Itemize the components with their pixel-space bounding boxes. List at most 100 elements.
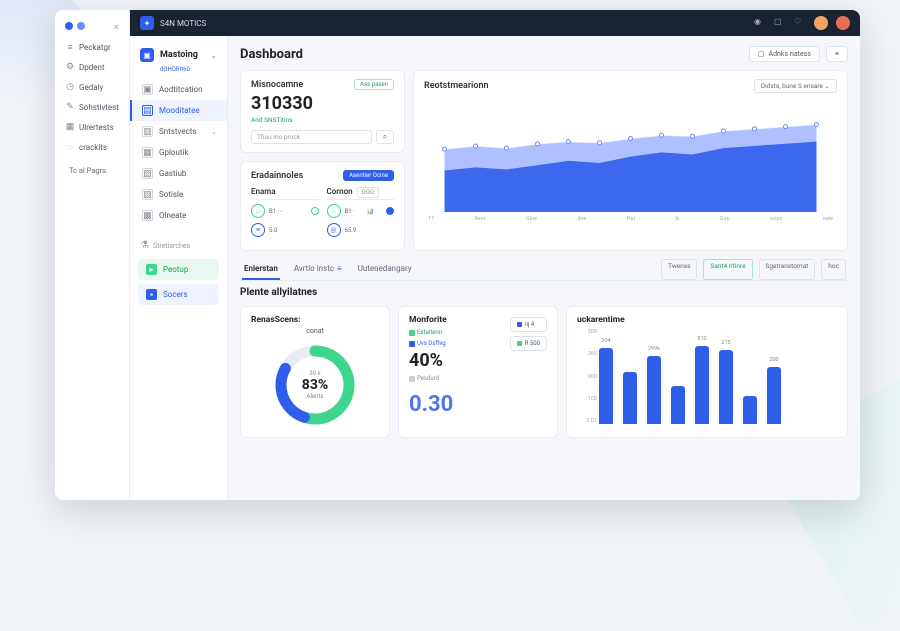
sidebar-outer-footer[interactable]: Tc al Pagrs [59, 161, 125, 180]
bar [743, 396, 757, 425]
chevron-down-icon[interactable]: ⌄ [210, 51, 217, 60]
chat-icon[interactable]: ▢ [774, 17, 786, 29]
layers-icon: ≡ [251, 223, 265, 237]
page-action-button[interactable]: ▢ Adnks riatess [749, 46, 820, 62]
nav-icon: ▨ [142, 189, 153, 200]
nav-icon: ▩ [142, 210, 153, 221]
globe-icon[interactable]: ◉ [754, 17, 766, 29]
topbar: ✦ S4N MOTICS ◉ ▢ ♡ [130, 10, 860, 36]
sidebar-inner-item[interactable]: ▤Mooditatee [130, 100, 227, 121]
avatar-1[interactable] [814, 16, 828, 30]
era-title: Eradainnoles [251, 171, 303, 181]
sidebar-inner-item[interactable]: ▣Aodtitcation [130, 79, 227, 100]
era-button[interactable]: Asentier Ocine [343, 170, 394, 181]
status-dot-active [386, 207, 394, 215]
home-icon: ⌂ [327, 204, 341, 218]
bar [623, 372, 637, 424]
nav-icon: ▥ [142, 126, 153, 137]
sidebar-inner-item[interactable]: ▥Sntstvects⌄ [130, 121, 227, 142]
era-col2-title: CornonOOO [327, 187, 395, 200]
bar-chart-card: uckarentime 5002652001000.01 204299k5102… [566, 306, 848, 438]
sidebar-inner-item[interactable]: ▩Olneate [130, 205, 227, 226]
area-chart-title: Reotstmearionn [424, 81, 489, 91]
bar: 200 [767, 367, 781, 424]
bar: 215 [719, 350, 733, 424]
bar: 204 [599, 348, 613, 424]
area-chart-dropdown[interactable]: Didsts, bune S ensare ⌄ [754, 79, 837, 93]
nav-icon: ⚙ [65, 62, 75, 72]
mon-tag-3: Pesdurd [409, 375, 439, 382]
sidebar-outer-item[interactable]: ◌crackits [59, 137, 125, 157]
nav-icon: ≡ [65, 42, 75, 52]
page-menu-button[interactable]: ≡ [826, 46, 848, 62]
metric-value: 310330 [251, 93, 394, 114]
close-icon[interactable]: × [114, 22, 119, 33]
metric-card: Misnocamne Ass pasen 310330 And SNSTitin… [240, 70, 405, 153]
sidebar-outer-item[interactable]: ▦Ulrertests [59, 117, 125, 137]
donut-value: 83% [302, 377, 328, 393]
metric-search-input[interactable]: Thou ino prock [251, 130, 372, 144]
sidebar-btn-socers[interactable]: ▪Socers [138, 284, 219, 305]
nav-icon: ▦ [142, 147, 153, 158]
chevron-down-icon: ⌄ [211, 128, 217, 136]
sidebar-outer-item[interactable]: ✎Sohstivtest [59, 97, 125, 117]
brand-dot-2 [77, 22, 85, 30]
donut-card: RenasScens: conat 39 s 83% Alents [240, 306, 390, 438]
mon-big-value: 0.30 [409, 392, 547, 417]
nav-icon: ▤ [142, 105, 153, 116]
page-title: Dashboard [240, 47, 303, 62]
mon-tag-2: Uvs Dsfhig [409, 340, 446, 347]
metric-badge: Ass pasen [354, 79, 394, 90]
nav-icon: ▣ [142, 84, 153, 95]
donut-subtitle: conat [251, 327, 379, 335]
sidebar-outer-item[interactable]: ≡Peckatgr [59, 37, 125, 57]
bar [671, 386, 685, 424]
nav-icon: ▧ [142, 168, 153, 179]
sidebar-inner-item[interactable]: ▨Sotisle [130, 184, 227, 205]
tab[interactable]: Enlerstan [242, 259, 280, 280]
tab-filter-pill[interactable]: hoc [821, 259, 846, 280]
coin-icon: ◎ [327, 223, 341, 237]
mon-side-2: R 500 [510, 336, 547, 351]
monforite-card: Monforite Estaitenn Uvs Dsfhig 40% Pesdu… [398, 306, 558, 438]
tab-filter-pill[interactable]: Sant4 ritinre [703, 259, 752, 280]
metric-title: Misnocamne [251, 80, 303, 90]
sidebar-outer-item[interactable]: ⚙Dpdent [59, 57, 125, 77]
bell-icon[interactable]: ♡ [794, 17, 806, 29]
module-subtitle: dGHORIt60 [130, 66, 227, 79]
sidebar-btn-peotup[interactable]: ▸Peotup [138, 259, 219, 280]
sidebar-section-label: ⚗Stretisrches [130, 236, 227, 255]
tab-filter-pill[interactable]: Twenss [661, 259, 697, 280]
sidebar-inner: ▣ Mastoing ⌄ dGHORIt60 ▣Aodtitcation▤Moo… [130, 36, 228, 500]
sidebar-outer-item[interactable]: ◷Gedaly [59, 77, 125, 97]
tab-filter-pill[interactable]: Sgetranstomat [759, 259, 816, 280]
status-dot [311, 207, 319, 215]
search-icon[interactable]: ⌕ [376, 130, 394, 144]
metric-subtitle: And SNSTitins [251, 116, 394, 124]
module-title: Mastoing [160, 50, 198, 60]
home-icon: ⌂ [251, 204, 265, 218]
mon-tag-1: Estaitenn [409, 329, 442, 336]
brand-logo-icon: ✦ [140, 16, 154, 30]
tab[interactable]: Avrtlo instc ≡ [292, 259, 344, 280]
era-col1-title: Enama [251, 187, 319, 200]
brand-name: S4N MOTICS [160, 19, 206, 28]
sidebar-inner-item[interactable]: ▧Gastiub [130, 163, 227, 184]
bar-chart-title: uckarentime [577, 315, 837, 325]
mon-side-1: nj 4 [510, 317, 547, 332]
avatar-2[interactable] [836, 16, 850, 30]
sidebar-inner-item[interactable]: ▦Gploutik [130, 142, 227, 163]
tab[interactable]: Uutenedangary [356, 259, 414, 280]
bar-chart: 5002652001000.01 204299k510215200 [577, 329, 837, 424]
donut-title: RenasScens: [251, 315, 379, 325]
brand-dot-1 [65, 22, 73, 30]
era-card: Eradainnoles Asentier Ocine Enama ⌂B1 · … [240, 161, 405, 251]
area-chart-card: Reotstmearionn Didsts, bune S ensare ⌄ 1… [413, 70, 848, 251]
nav-icon: ▦ [65, 122, 75, 132]
nav-icon: ◷ [65, 82, 75, 92]
bar: 299k [647, 356, 661, 424]
sidebar-outer: × ≡Peckatgr⚙Dpdent◷Gedaly✎Sohstivtest▦Ul… [55, 10, 130, 500]
module-logo-icon: ▣ [140, 48, 154, 62]
nav-icon: ✎ [65, 102, 75, 112]
section-title: Plente allyilatnes [240, 287, 848, 298]
